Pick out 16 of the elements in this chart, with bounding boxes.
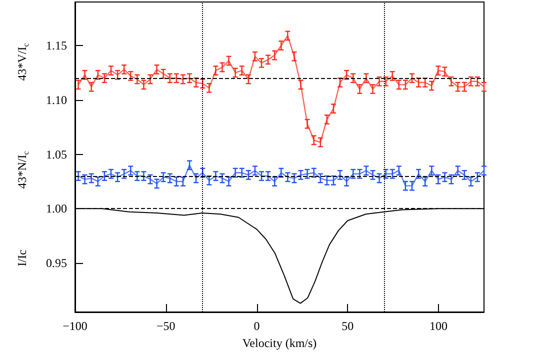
y-tick-label: 1.15 [46,38,67,53]
x-tick-label: −50 [156,319,176,333]
line-series [78,35,485,143]
y-tick-label: 0.95 [46,256,67,270]
text: 43*V/Ic [15,42,30,81]
line-series [78,164,485,186]
x-tick-label: 50 [342,319,354,333]
text: 43*N/Ic [15,150,30,189]
x-axis-title: Velocity (km/s) [242,336,317,350]
y-tick-label: 1.05 [46,147,67,162]
y-axis-title: I/Ic [15,250,29,266]
x-tick-label: 100 [430,319,448,333]
y-tick-label: 1.10 [46,92,67,107]
y-tick-label: 1.00 [46,202,67,216]
x-tick-label: −100 [62,319,88,333]
x-tick-label: 0 [254,319,260,333]
